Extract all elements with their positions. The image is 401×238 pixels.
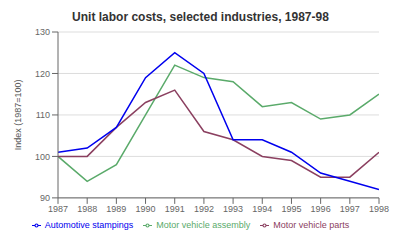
svg-text:1994: 1994	[252, 204, 272, 214]
svg-text:1989: 1989	[106, 204, 126, 214]
svg-text:1988: 1988	[77, 204, 97, 214]
html-text:Unit labor costs, selected ind: Unit labor costs, selected industries, 1…	[72, 10, 329, 24]
svg-text:1993: 1993	[223, 204, 243, 214]
svg-text:1997: 1997	[340, 204, 360, 214]
html-text:Motor vehicle parts: Motor vehicle parts	[273, 219, 350, 230]
svg-text:130: 130	[35, 27, 50, 37]
html-text:Motor vehicle assembly: Motor vehicle assembly	[156, 219, 251, 230]
svg-text:90: 90	[40, 193, 50, 203]
svg-text:1987: 1987	[48, 204, 68, 214]
svg-text:1998: 1998	[369, 204, 389, 214]
svg-text:110: 110	[36, 110, 50, 120]
svg-text:1991: 1991	[165, 204, 185, 214]
svg-text:1990: 1990	[136, 204, 156, 214]
svg-text:100: 100	[35, 152, 50, 162]
svg-text:120: 120	[35, 69, 50, 79]
html-text:Automotive stampings: Automotive stampings	[44, 219, 134, 230]
svg-text:1996: 1996	[311, 204, 331, 214]
svg-text:Index (1987=100): Index (1987=100)	[13, 80, 23, 151]
svg-text:1995: 1995	[281, 204, 301, 214]
svg-text:1992: 1992	[194, 204, 214, 214]
